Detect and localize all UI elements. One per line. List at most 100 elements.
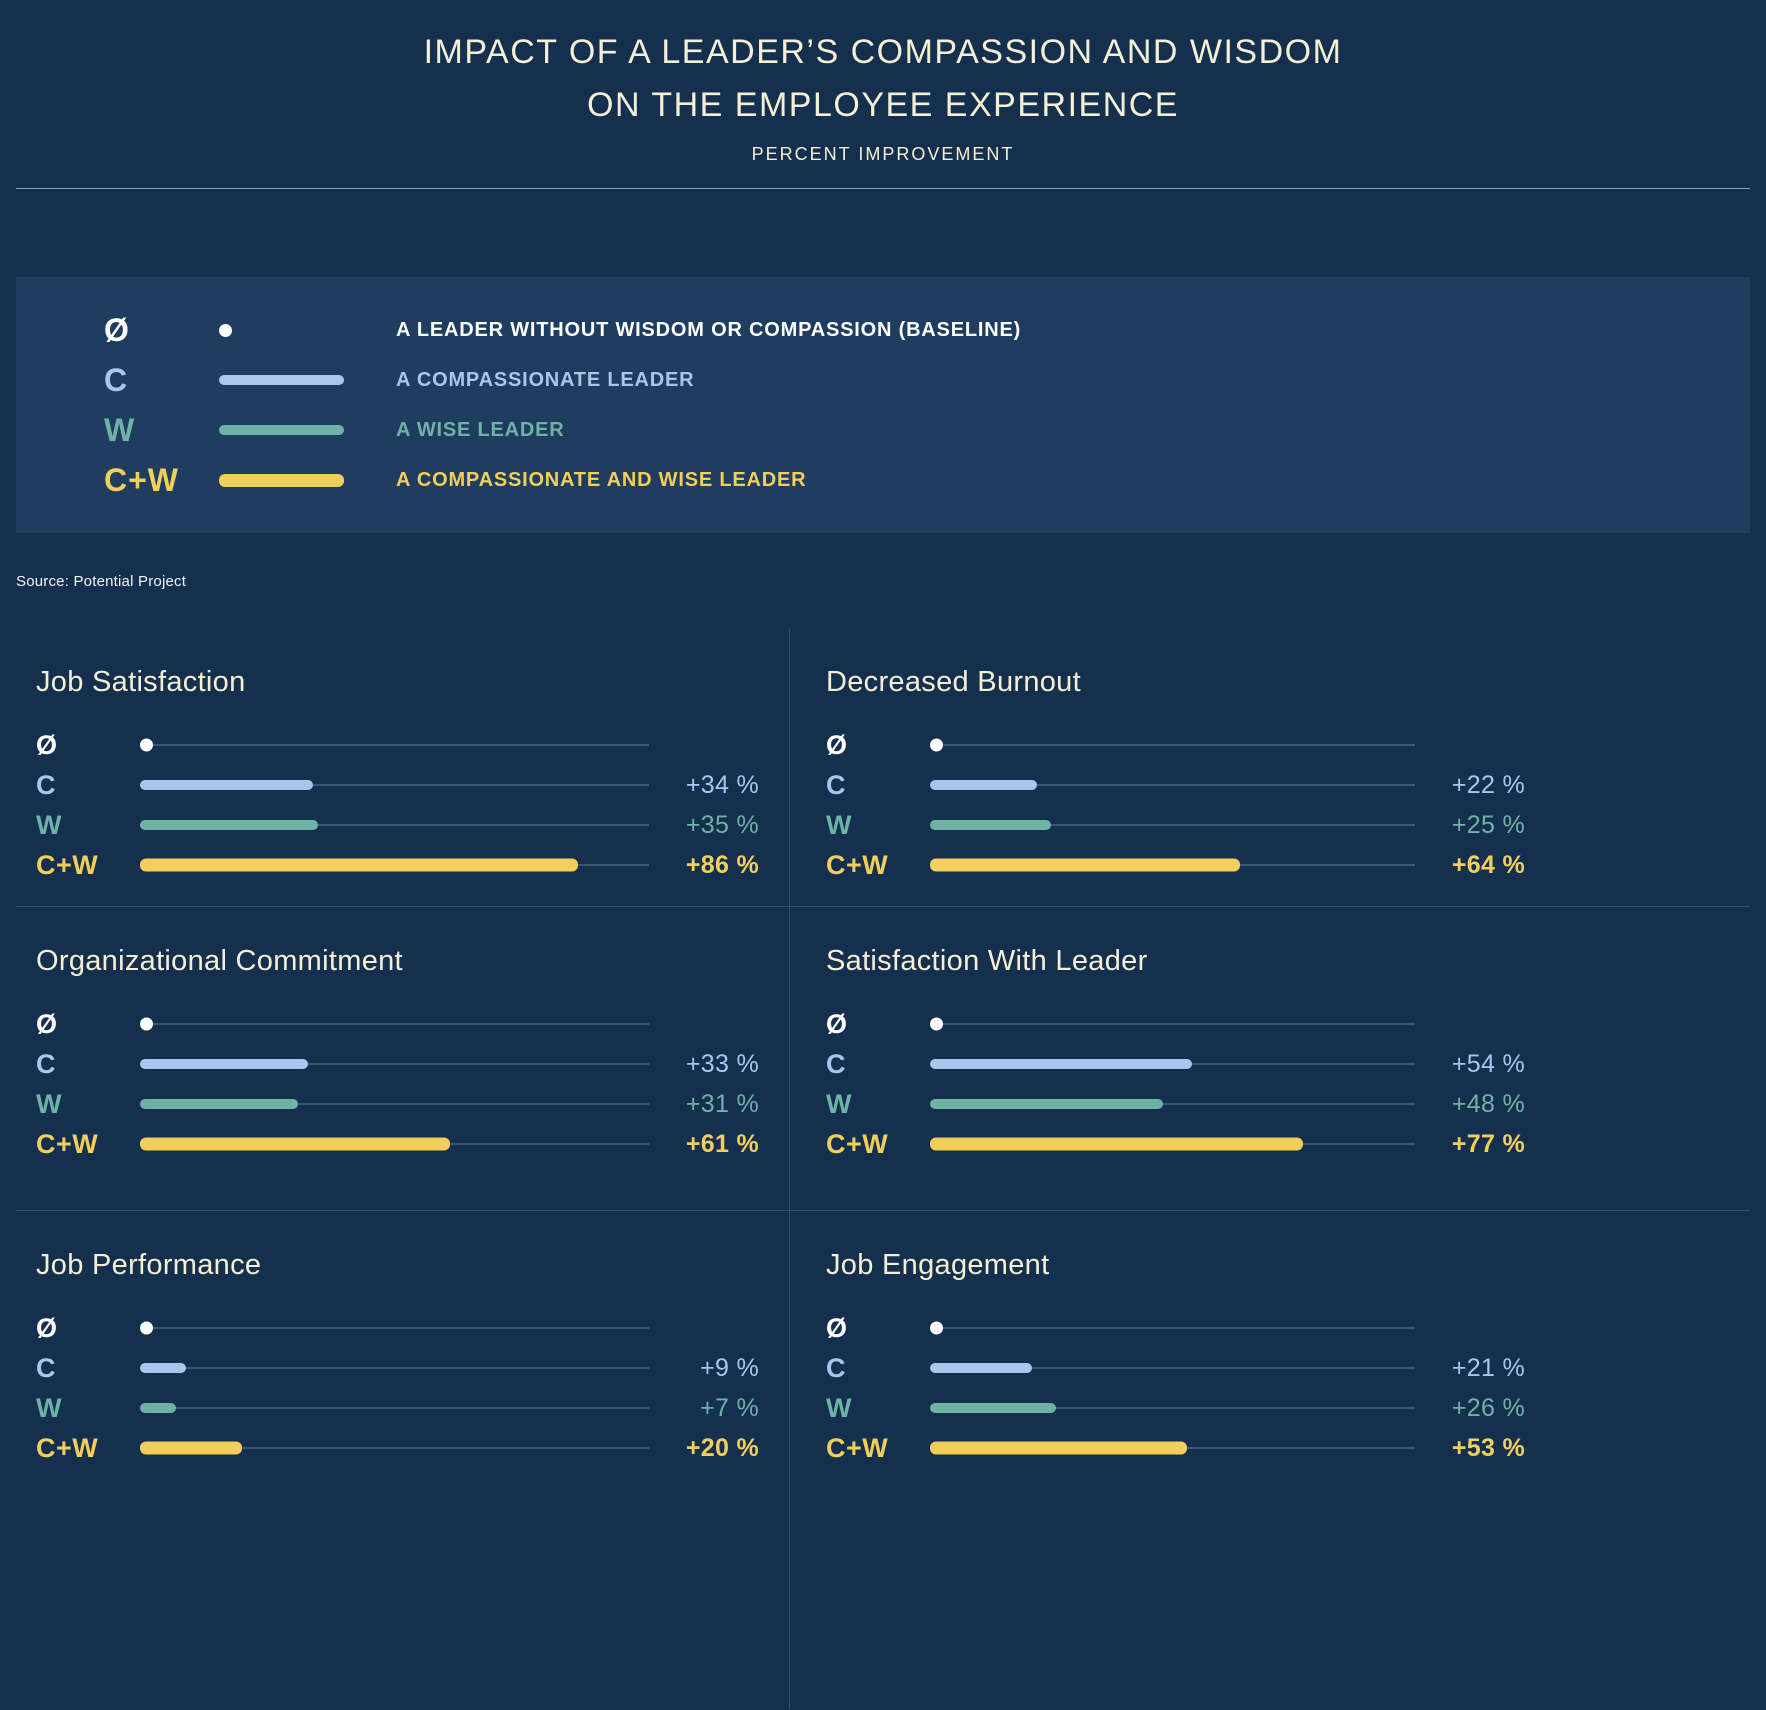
header-divider	[16, 188, 1750, 189]
chart-row: C +33 %	[36, 1044, 759, 1084]
row-value: +33 %	[685, 1049, 759, 1078]
bar-area	[930, 1348, 1415, 1388]
mini-chart: Decreased Burnout Ø C +22 % W +25 % C+W …	[790, 628, 1750, 906]
bar	[140, 1403, 176, 1413]
bar	[140, 1059, 308, 1069]
bar-track	[140, 1367, 649, 1369]
legend-symbol: C	[104, 361, 129, 398]
chart-row: C +22 %	[826, 765, 1525, 805]
legend-label: A LEADER WITHOUT WISDOM OR COMPASSION (B…	[396, 318, 1022, 341]
bar-area	[930, 1428, 1415, 1468]
row-label: W	[36, 809, 62, 840]
legend-item-baseline: Ø A LEADER WITHOUT WISDOM OR COMPASSION …	[16, 305, 1710, 355]
charts-grid: Job Satisfaction Ø C +34 % W +35 % C+W +…	[16, 628, 1750, 1709]
bar-area	[930, 1388, 1415, 1428]
chart-rows: Ø C +34 % W +35 % C+W +86 %	[36, 725, 759, 885]
row-value: +7 %	[700, 1393, 759, 1422]
page-subtitle: PERCENT IMPROVEMENT	[751, 144, 1015, 164]
row-value: +61 %	[685, 1129, 759, 1158]
row-label: W	[826, 809, 852, 840]
row-value: +54 %	[1451, 1049, 1525, 1078]
bar-track	[140, 824, 649, 826]
legend-panel: Ø A LEADER WITHOUT WISDOM OR COMPASSION …	[16, 277, 1750, 533]
baseline-dot-icon	[930, 1321, 943, 1335]
legend-label: A COMPASSIONATE LEADER	[396, 368, 695, 391]
chart-row: W +48 %	[826, 1084, 1525, 1124]
chart-title: Decreased Burnout	[826, 666, 1081, 698]
row-label: Ø	[826, 1008, 848, 1039]
chart-row: W +35 %	[36, 805, 759, 845]
legend-symbol: C+W	[104, 461, 179, 498]
bar-area	[930, 1084, 1415, 1124]
row-label: C	[826, 1352, 846, 1383]
bar-area	[140, 1124, 649, 1164]
chart-row: W +31 %	[36, 1084, 759, 1124]
chart-rows: Ø C +9 % W +7 % C+W +20 %	[36, 1308, 759, 1468]
row-label: C+W	[36, 849, 99, 880]
mini-chart: Satisfaction With Leader Ø C +54 % W +48…	[790, 906, 1750, 1210]
bar-track	[140, 1063, 649, 1065]
mini-chart: Job Performance Ø C +9 % W +7 % C+W +20 …	[16, 1210, 790, 1709]
cw-bar-swatch	[219, 473, 344, 487]
bar	[930, 1059, 1192, 1069]
bar-area	[140, 845, 649, 885]
row-value: +53 %	[1451, 1433, 1525, 1462]
w-bar-swatch	[219, 425, 344, 435]
row-label: Ø	[36, 1312, 58, 1343]
row-label: C+W	[36, 1432, 99, 1463]
chart-row: C+W +64 %	[826, 845, 1525, 885]
bar-track	[140, 1103, 649, 1105]
chart-row: Ø	[36, 725, 759, 765]
baseline-dot-icon	[930, 1017, 943, 1031]
row-value: +20 %	[685, 1433, 759, 1462]
row-value: +35 %	[685, 810, 759, 839]
chart-title: Satisfaction With Leader	[826, 945, 1148, 977]
chart-row: Ø	[826, 1308, 1525, 1348]
bar-track	[930, 1103, 1415, 1105]
chart-row: Ø	[36, 1004, 759, 1044]
chart-row: C+W +53 %	[826, 1428, 1525, 1468]
chart-row: W +7 %	[36, 1388, 759, 1428]
baseline-dot-icon	[219, 323, 232, 337]
bar	[140, 1137, 451, 1151]
row-label: Ø	[826, 729, 848, 760]
bar-area	[930, 1308, 1415, 1348]
bar	[930, 1099, 1163, 1109]
bar-area	[140, 1308, 649, 1348]
chart-row: Ø	[826, 725, 1525, 765]
mini-chart: Job Satisfaction Ø C +34 % W +35 % C+W +…	[16, 628, 790, 906]
bar-track	[930, 824, 1415, 826]
baseline-dot-icon	[140, 738, 153, 752]
row-label: Ø	[36, 729, 58, 760]
page-title-line2: ON THE EMPLOYEE EXPERIENCE	[587, 86, 1179, 124]
row-label: Ø	[826, 1312, 848, 1343]
chart-row: C +9 %	[36, 1348, 759, 1388]
row-value: +25 %	[1451, 810, 1525, 839]
row-value: +48 %	[1451, 1089, 1525, 1118]
row-value: +77 %	[1451, 1129, 1525, 1158]
chart-title: Job Performance	[36, 1249, 262, 1281]
bar-area	[140, 765, 649, 805]
chart-rows: Ø C +33 % W +31 % C+W +61 %	[36, 1004, 759, 1164]
bar	[930, 858, 1241, 872]
chart-row: C+W +77 %	[826, 1124, 1525, 1164]
row-value: +22 %	[1451, 770, 1525, 799]
row-value: +26 %	[1451, 1393, 1525, 1422]
bar-track	[930, 1327, 1415, 1329]
row-value: +21 %	[1451, 1353, 1525, 1382]
baseline-dot-icon	[930, 738, 943, 752]
row-label: W	[36, 1392, 62, 1423]
bar	[930, 780, 1037, 790]
bar-track	[140, 1407, 649, 1409]
legend-label: A COMPASSIONATE AND WISE LEADER	[396, 468, 807, 491]
bar	[930, 1363, 1032, 1373]
bar	[140, 1099, 298, 1109]
legend-items: Ø A LEADER WITHOUT WISDOM OR COMPASSION …	[16, 305, 1710, 505]
chart-row: C +21 %	[826, 1348, 1525, 1388]
chart-rows: Ø C +22 % W +25 % C+W +64 %	[826, 725, 1525, 885]
bar	[930, 820, 1052, 830]
legend-item-cw: C+W A COMPASSIONATE AND WISE LEADER	[16, 455, 1710, 505]
row-label: C+W	[36, 1128, 99, 1159]
page-title-line1: IMPACT OF A LEADER’S COMPASSION AND WISD…	[423, 33, 1343, 71]
legend-symbol: Ø	[104, 311, 130, 348]
